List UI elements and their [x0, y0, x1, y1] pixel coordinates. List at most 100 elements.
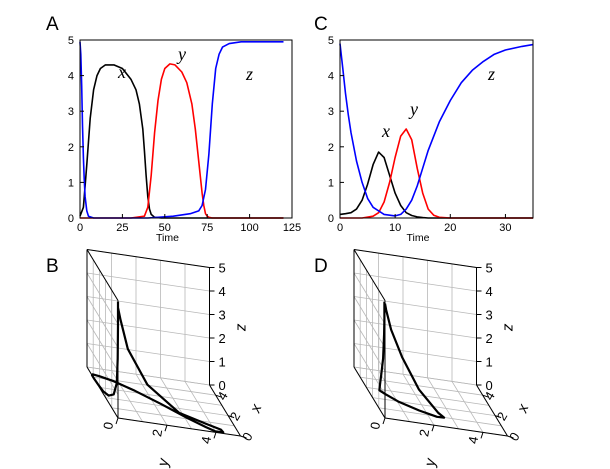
x-tick-label: 0	[77, 222, 83, 234]
series-label-x: x	[381, 121, 390, 141]
y-tick-label: 4	[465, 435, 481, 445]
panel-letter-b: B	[46, 256, 59, 277]
x-tick-label: 10	[389, 222, 401, 234]
grid-line	[111, 407, 235, 427]
chart-panel-a: x y z 0 25 50 75 100 125 0 1 2 3 4 5 Time	[68, 35, 301, 244]
axis-x	[209, 384, 241, 437]
x-tick-label: 50	[159, 222, 171, 234]
grid-line	[86, 272, 210, 292]
panel-letter-c: C	[314, 14, 328, 35]
series-label-y: y	[176, 44, 186, 64]
box-edge	[86, 249, 210, 268]
grid-line	[402, 373, 435, 426]
x-tick-label: 20	[444, 222, 456, 234]
x-axis-label: x	[514, 401, 533, 415]
x-tick-mark	[215, 394, 222, 398]
grid-line	[353, 319, 477, 339]
plot-frame	[339, 39, 534, 219]
x-tick-label: 100	[240, 222, 258, 234]
y-tick-mark	[115, 417, 119, 425]
y-tick-label: 4	[68, 71, 74, 83]
y-tick-label: 2	[149, 428, 165, 438]
x-tick-label: 0	[506, 430, 523, 444]
z-tick-label: 4	[486, 284, 493, 299]
grid-line	[86, 319, 210, 339]
x-axis-label: x	[247, 401, 266, 415]
panel-letter-a: A	[46, 14, 59, 35]
grid-line	[86, 343, 210, 362]
grid-line	[378, 370, 410, 422]
y-tick-label: 0	[68, 213, 74, 225]
z-tick-label: 3	[486, 308, 493, 323]
z-tick-label: 1	[219, 355, 226, 370]
x-tick-mark	[227, 415, 235, 419]
y-tick-label: 4	[328, 71, 334, 83]
grid-line	[86, 319, 119, 372]
y-tick-label: 0	[100, 421, 116, 431]
z-tick-label: 3	[219, 308, 226, 323]
axis-y	[117, 417, 241, 437]
axis-y	[384, 417, 508, 437]
grid-line	[353, 272, 386, 325]
x-tick-label: 0	[239, 430, 256, 444]
y-tick-mark	[382, 417, 386, 425]
x-tick-mark	[482, 394, 489, 398]
grid-line	[427, 377, 459, 430]
z-tick-label: 4	[219, 284, 226, 299]
grid-line	[353, 319, 386, 372]
box-edge	[86, 249, 119, 301]
box-edge	[353, 366, 386, 419]
y-tick-label: 1	[328, 177, 334, 189]
series-label-z: z	[245, 64, 253, 84]
x-tick-mark	[240, 435, 247, 439]
y-tick-mark	[213, 432, 217, 439]
z-tick-label: 5	[219, 261, 226, 276]
grid-line	[353, 272, 477, 292]
grid-line	[86, 296, 119, 348]
x-axis-label: Time	[407, 232, 430, 244]
z-tick-label: 0	[219, 378, 226, 393]
grid-line	[353, 296, 477, 315]
grid-line	[86, 272, 119, 325]
y-tick-label: 1	[68, 177, 74, 189]
grid-line	[184, 381, 217, 433]
y-tick-label: 0	[367, 421, 383, 431]
grid-line	[353, 296, 386, 348]
y-tick-mark	[431, 425, 435, 432]
x-tick-label: 0	[337, 222, 343, 234]
z-tick-label: 0	[486, 378, 493, 393]
grid-line	[86, 296, 210, 315]
grid-line	[86, 366, 210, 386]
axis-x	[476, 384, 508, 437]
x-tick-label: 75	[201, 222, 213, 234]
series-line-z	[339, 43, 534, 217]
x-tick-label: 125	[283, 222, 301, 234]
y-tick-mark	[164, 425, 168, 432]
y-tick-label: 3	[328, 106, 334, 118]
series-line-y	[340, 128, 533, 219]
y-tick-label: 2	[68, 142, 74, 154]
grid-line	[353, 343, 477, 362]
series-line-z	[79, 41, 284, 219]
grid-line	[160, 377, 192, 430]
plot-frame	[79, 39, 293, 219]
series-line-x	[79, 64, 284, 219]
trajectory-line	[378, 301, 446, 419]
z-tick-label: 1	[486, 355, 493, 370]
x-tick-label: 2	[494, 409, 511, 423]
x-tick-label: 25	[116, 222, 128, 234]
x-axis-label: Time	[156, 232, 179, 244]
grid-line	[353, 366, 477, 386]
series-line-x	[339, 151, 533, 219]
y-axis-label: y	[421, 456, 439, 469]
y-tick-label: 4	[198, 435, 214, 445]
grid-line	[451, 381, 484, 433]
z-tick-label: 2	[219, 331, 226, 346]
grid-line	[366, 387, 489, 406]
y-tick-label: 5	[68, 35, 74, 47]
y-axis-label: y	[154, 456, 172, 469]
y-tick-label: 3	[68, 106, 74, 118]
